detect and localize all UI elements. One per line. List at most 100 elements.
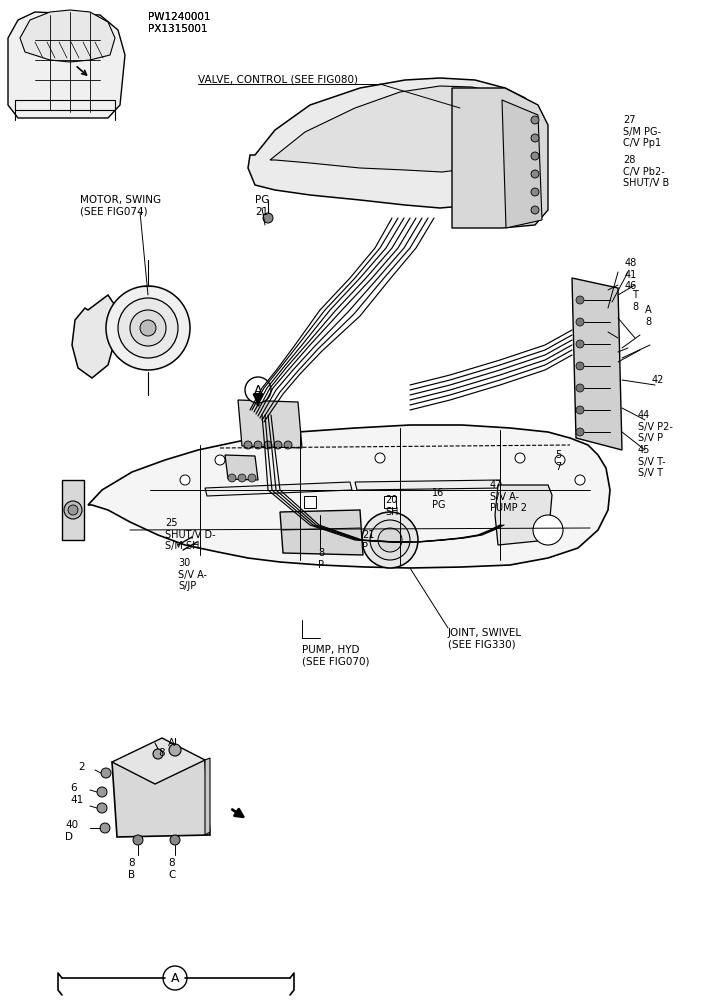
Circle shape bbox=[180, 475, 190, 485]
FancyBboxPatch shape bbox=[384, 496, 396, 508]
Circle shape bbox=[228, 474, 236, 482]
Text: 20
SH: 20 SH bbox=[385, 495, 398, 517]
Polygon shape bbox=[205, 758, 210, 835]
Circle shape bbox=[533, 515, 563, 545]
Text: A: A bbox=[253, 383, 263, 396]
FancyBboxPatch shape bbox=[303, 529, 316, 541]
Text: 16
PG: 16 PG bbox=[432, 488, 446, 510]
Circle shape bbox=[101, 768, 111, 778]
Circle shape bbox=[64, 501, 82, 519]
Polygon shape bbox=[8, 12, 125, 118]
Circle shape bbox=[531, 116, 539, 124]
Text: 40
D: 40 D bbox=[65, 820, 78, 842]
Text: 21
P: 21 P bbox=[362, 530, 375, 552]
Text: T
8: T 8 bbox=[632, 290, 638, 312]
Text: PG
21: PG 21 bbox=[255, 195, 270, 217]
Polygon shape bbox=[88, 425, 610, 568]
Circle shape bbox=[531, 170, 539, 178]
Circle shape bbox=[531, 188, 539, 196]
Circle shape bbox=[576, 384, 584, 392]
Circle shape bbox=[576, 362, 584, 370]
Text: 30
S/V A-
S/JP: 30 S/V A- S/JP bbox=[178, 558, 207, 591]
Circle shape bbox=[576, 428, 584, 436]
Circle shape bbox=[531, 206, 539, 214]
Text: VALVE, CONTROL (SEE FIG080): VALVE, CONTROL (SEE FIG080) bbox=[198, 75, 358, 85]
Text: 8
B: 8 B bbox=[128, 858, 135, 880]
Circle shape bbox=[100, 823, 110, 833]
Text: PUMP, HYD
(SEE FIG070): PUMP, HYD (SEE FIG070) bbox=[302, 645, 370, 667]
Circle shape bbox=[169, 744, 181, 756]
Text: 6
41: 6 41 bbox=[70, 783, 83, 805]
Circle shape bbox=[370, 520, 410, 560]
Polygon shape bbox=[452, 88, 548, 228]
Circle shape bbox=[555, 455, 565, 465]
Circle shape bbox=[576, 318, 584, 326]
Circle shape bbox=[263, 213, 273, 223]
Polygon shape bbox=[112, 738, 205, 784]
Circle shape bbox=[153, 749, 163, 759]
Circle shape bbox=[245, 377, 271, 403]
Polygon shape bbox=[72, 295, 118, 378]
Circle shape bbox=[118, 298, 178, 358]
Polygon shape bbox=[238, 400, 302, 448]
Circle shape bbox=[362, 512, 418, 568]
Text: 5
7: 5 7 bbox=[555, 450, 561, 472]
Text: 8
C: 8 C bbox=[168, 858, 175, 880]
FancyBboxPatch shape bbox=[303, 496, 316, 508]
Text: 47
S/V A-
PUMP 2: 47 S/V A- PUMP 2 bbox=[490, 480, 527, 513]
Circle shape bbox=[575, 475, 585, 485]
Circle shape bbox=[274, 441, 282, 449]
Text: 48
41
46: 48 41 46 bbox=[625, 258, 637, 291]
Circle shape bbox=[244, 441, 252, 449]
Text: JOINT, SWIVEL
(SEE FIG330): JOINT, SWIVEL (SEE FIG330) bbox=[448, 628, 522, 650]
Polygon shape bbox=[270, 86, 525, 172]
Polygon shape bbox=[112, 760, 210, 837]
Circle shape bbox=[130, 310, 166, 346]
Circle shape bbox=[248, 474, 256, 482]
Circle shape bbox=[215, 455, 225, 465]
Polygon shape bbox=[572, 278, 622, 450]
Text: PW1240001
PX1315001: PW1240001 PX1315001 bbox=[148, 12, 210, 34]
Circle shape bbox=[106, 286, 190, 370]
Polygon shape bbox=[225, 455, 258, 480]
Circle shape bbox=[133, 835, 143, 845]
Text: 27
S/M PG-
C/V Pp1: 27 S/M PG- C/V Pp1 bbox=[623, 115, 661, 148]
Polygon shape bbox=[280, 510, 363, 555]
Circle shape bbox=[170, 835, 180, 845]
Text: 2: 2 bbox=[78, 762, 84, 772]
Polygon shape bbox=[20, 10, 115, 62]
Polygon shape bbox=[205, 482, 352, 496]
Polygon shape bbox=[502, 100, 542, 228]
Text: 42: 42 bbox=[652, 375, 665, 385]
Text: 25
SHUT/V D-
S/M SH: 25 SHUT/V D- S/M SH bbox=[165, 518, 215, 551]
Text: A: A bbox=[171, 972, 180, 984]
Text: 44
S/V P2-
S/V P: 44 S/V P2- S/V P bbox=[638, 410, 673, 443]
Polygon shape bbox=[495, 485, 552, 545]
Circle shape bbox=[284, 441, 292, 449]
Circle shape bbox=[576, 406, 584, 414]
FancyBboxPatch shape bbox=[384, 529, 396, 541]
Text: 45
S/V T-
S/V T: 45 S/V T- S/V T bbox=[638, 445, 665, 478]
Circle shape bbox=[531, 134, 539, 142]
FancyBboxPatch shape bbox=[62, 480, 84, 540]
Text: A: A bbox=[168, 738, 175, 748]
Text: 28
C/V Pb2-
SHUT/V B: 28 C/V Pb2- SHUT/V B bbox=[623, 155, 670, 188]
Text: PW1240001
PX1315001: PW1240001 PX1315001 bbox=[148, 12, 210, 34]
Text: 8: 8 bbox=[158, 748, 165, 758]
Circle shape bbox=[264, 441, 272, 449]
Circle shape bbox=[97, 803, 107, 813]
Circle shape bbox=[576, 340, 584, 348]
Circle shape bbox=[163, 966, 187, 990]
Circle shape bbox=[515, 453, 525, 463]
Circle shape bbox=[375, 453, 385, 463]
Circle shape bbox=[97, 787, 107, 797]
Text: 8
P: 8 P bbox=[318, 548, 324, 570]
Text: A
8: A 8 bbox=[645, 305, 652, 327]
Circle shape bbox=[68, 505, 78, 515]
Polygon shape bbox=[355, 480, 502, 490]
Circle shape bbox=[140, 320, 156, 336]
Circle shape bbox=[531, 152, 539, 160]
Circle shape bbox=[254, 441, 262, 449]
Circle shape bbox=[378, 528, 402, 552]
Text: MOTOR, SWING
(SEE FIG074): MOTOR, SWING (SEE FIG074) bbox=[80, 195, 161, 217]
